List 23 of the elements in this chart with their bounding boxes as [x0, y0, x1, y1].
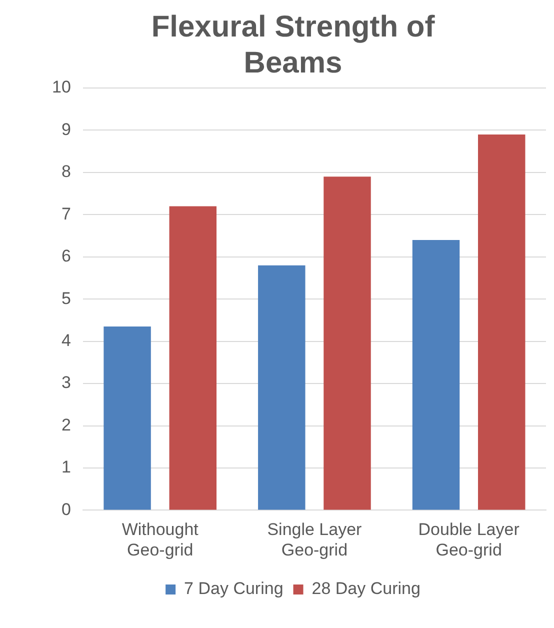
legend-label: 28 Day Curing	[312, 579, 420, 598]
y-tick-label: 9	[61, 120, 71, 139]
chart-title: Flexural Strength of Beams	[151, 10, 436, 80]
y-tick-label: 7	[61, 204, 71, 224]
x-tick-label: Withought Geo-grid	[122, 520, 199, 560]
y-tick-label: 3	[61, 373, 71, 392]
y-tick-label: 2	[61, 415, 71, 434]
y-tick-label: 6	[61, 246, 71, 266]
y-tick-label: 0	[61, 500, 71, 519]
y-tick-label: 5	[61, 288, 71, 308]
bar	[258, 265, 306, 510]
bar	[324, 176, 371, 510]
x-tick-label: Single Layer Geo-grid	[267, 520, 362, 560]
y-tick-label: 4	[61, 331, 71, 350]
bar	[104, 326, 151, 510]
y-tick-label: 1	[61, 458, 71, 477]
y-tick-label: 8	[61, 162, 71, 182]
x-tick-label: Double Layer Geo-grid	[418, 520, 520, 560]
legend-label: 7 Day Curing	[184, 579, 284, 598]
bar	[169, 206, 217, 510]
bar	[478, 134, 526, 510]
y-tick-label: 10	[52, 78, 71, 97]
bar	[412, 240, 460, 510]
